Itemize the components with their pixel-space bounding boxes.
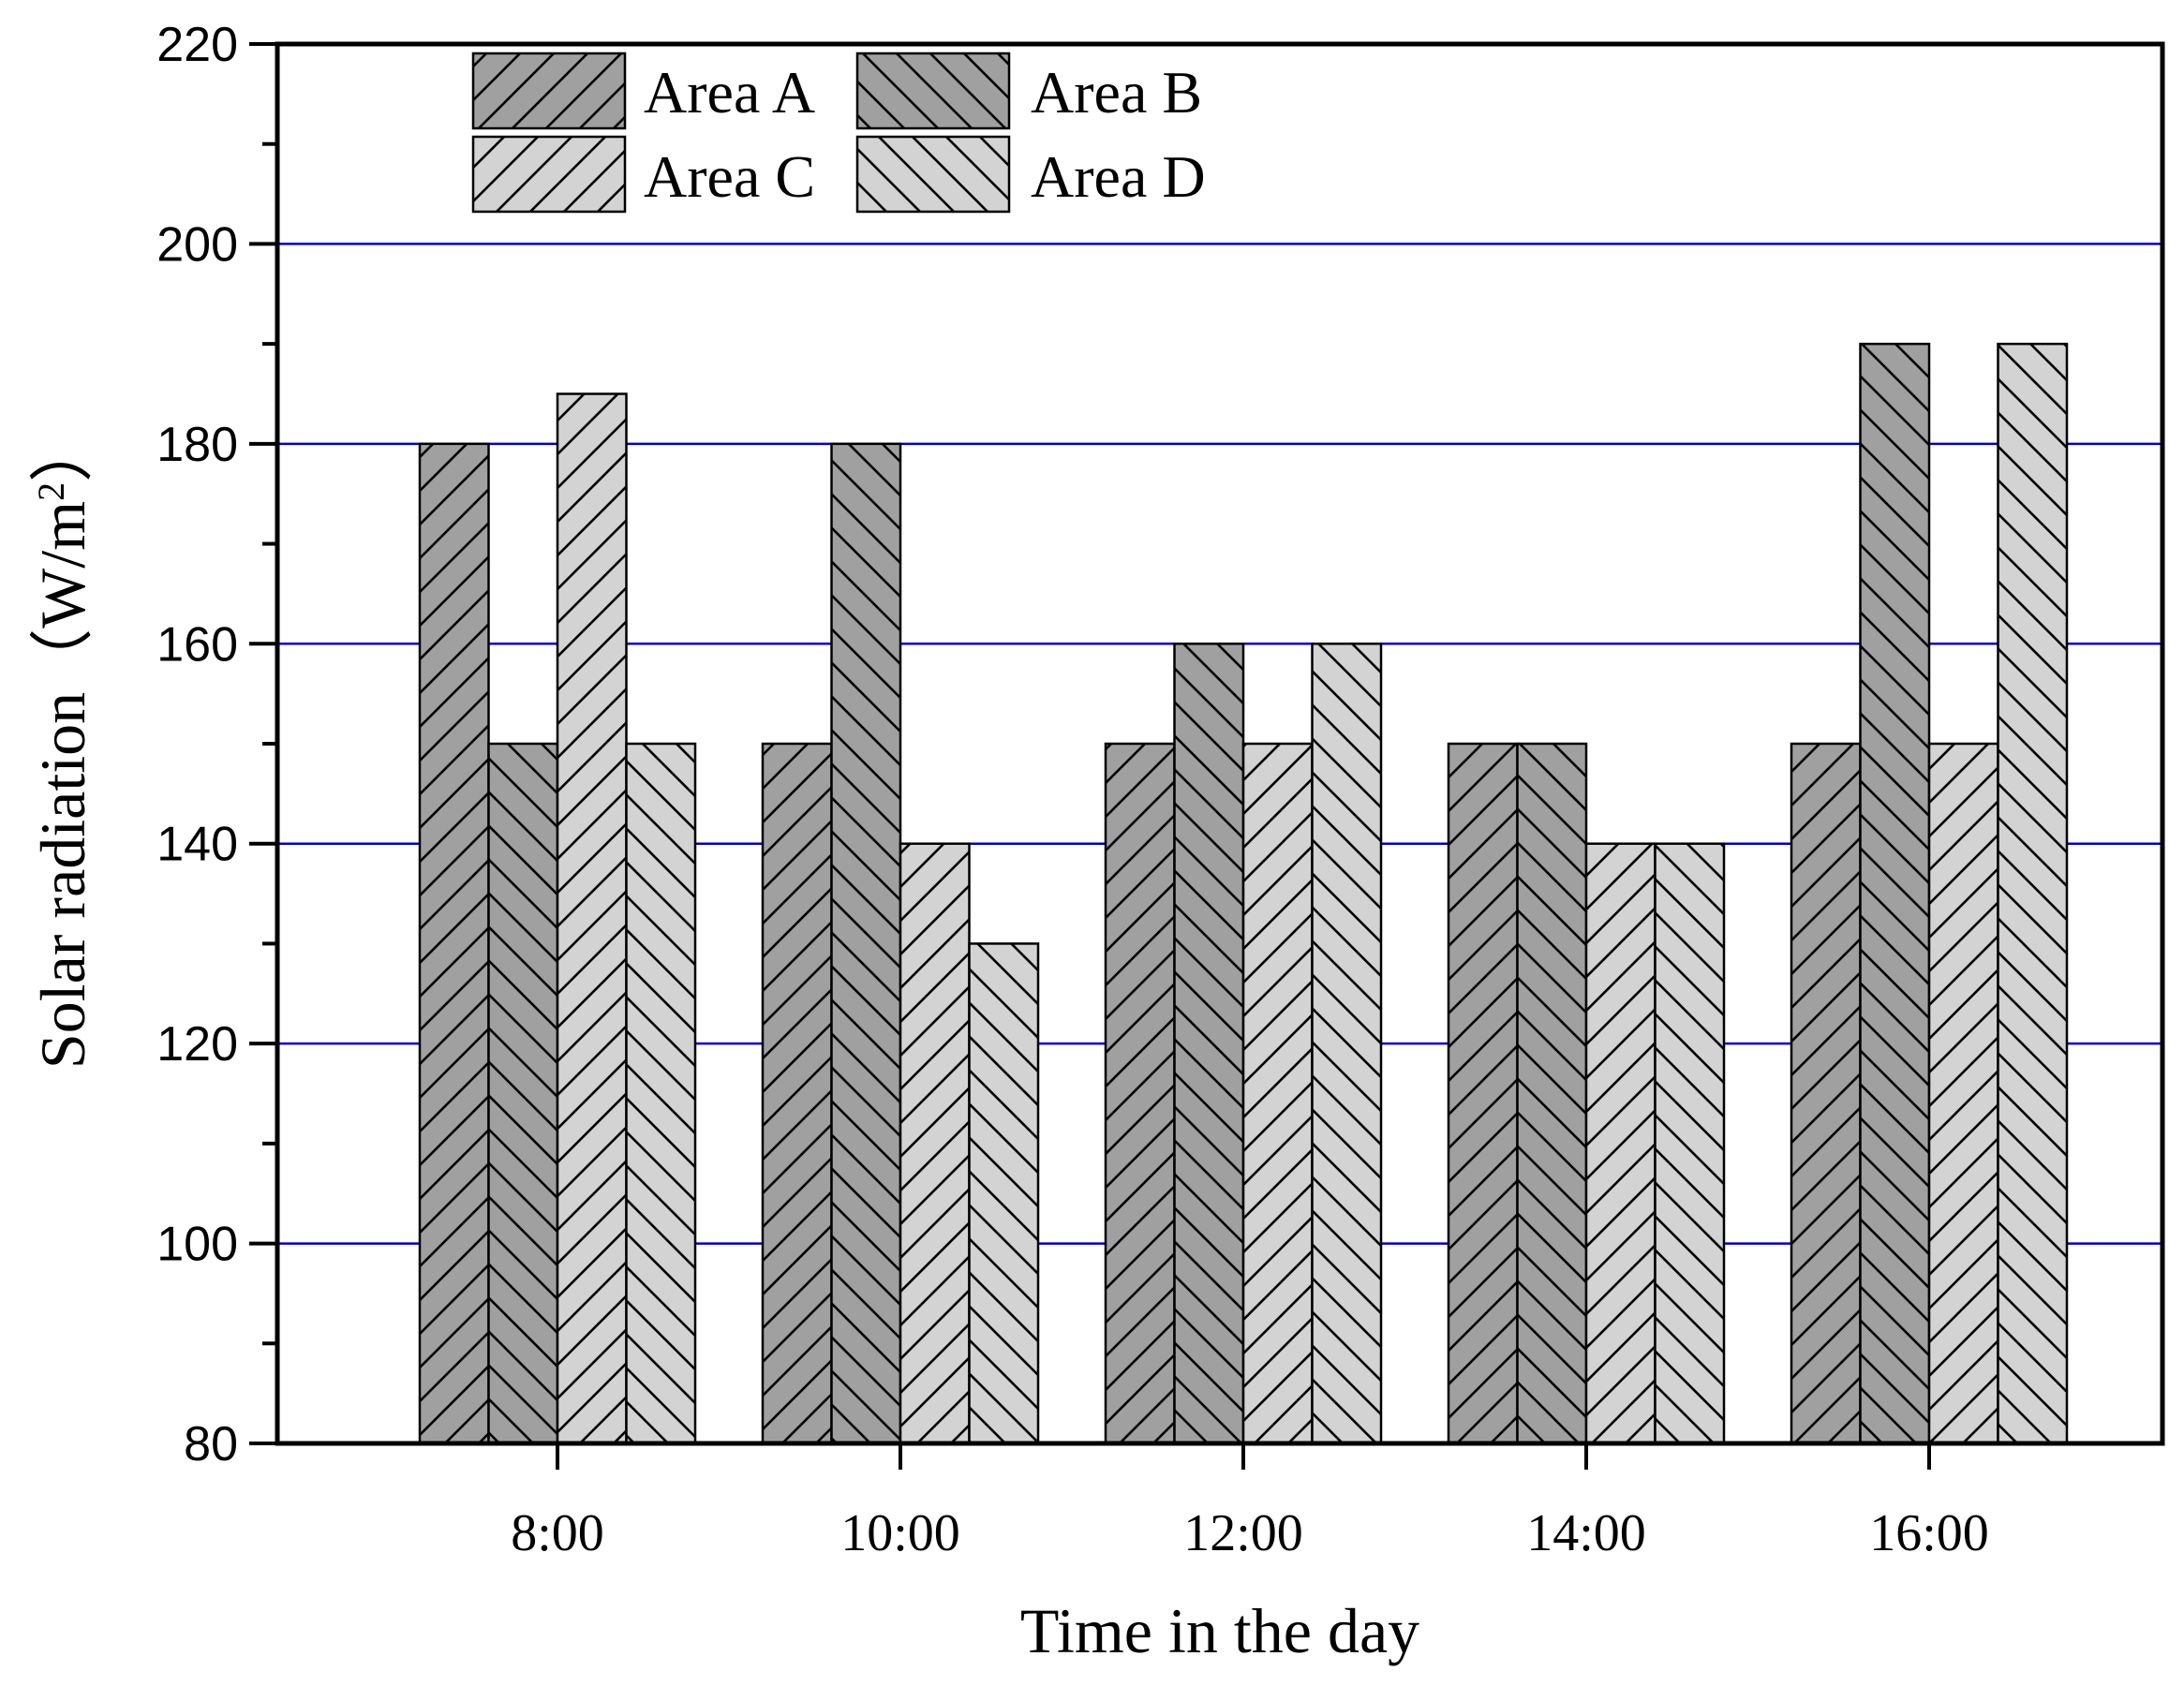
bar-hatch [487,742,559,1445]
x-axis-title: Time in the day [1020,1595,1419,1666]
legend-label: Area B [1031,59,1202,126]
y-axis: 80 100 120 140 160 180 200 220 [156,18,277,1472]
legend-label: Area C [644,143,815,210]
bar-4-1400 [1654,842,1726,1445]
bars [418,342,2069,1445]
bar-3-1400 [1584,842,1657,1445]
y-tick-label-7: 220 [156,18,238,72]
bar-4-800 [625,742,697,1445]
bar-hatch [1859,342,1931,1445]
bar-hatch [1311,643,1383,1445]
bar-2-1200 [1173,643,1245,1445]
bar-hatch [1997,342,2069,1445]
bar-hatch [1241,742,1314,1445]
y-axis-title-unit-open: （W/m [27,501,98,692]
bar-hatch [1927,742,1999,1445]
bar-2-1400 [1516,742,1588,1445]
y-tick-label-6: 200 [156,217,238,272]
bar-hatch [968,942,1040,1445]
bar-hatch [899,842,971,1445]
bar-hatch [830,442,902,1445]
x-tick-label-4: 16:00 [1869,1504,1989,1562]
bar-1-1200 [1104,742,1176,1445]
legend-swatch [471,52,627,130]
y-tick-label-0: 80 [184,1417,238,1472]
bar-2-1000 [830,442,902,1445]
y-tick-label-5: 180 [156,418,238,472]
legend-label: Area D [1031,143,1206,210]
legend-item-4: Area D [855,135,1206,214]
bar-1-1600 [1790,742,1862,1445]
bar-4-1600 [1997,342,2069,1445]
bar-2-800 [487,742,559,1445]
legend-swatch [855,135,1011,214]
bar-1-800 [418,442,490,1445]
y-axis-title-main: Solar radiation [27,692,98,1069]
legend-item-1: Area A [471,52,815,130]
bar-hatch [761,742,833,1445]
y-axis-title-unit-close: ） [27,419,98,482]
bar-hatch [1447,742,1519,1445]
x-tick-label-3: 14:00 [1526,1504,1646,1562]
bar-hatch [1173,643,1245,1445]
legend-label: Area A [644,59,815,126]
bar-1-1400 [1447,742,1519,1445]
bar-3-1200 [1241,742,1314,1445]
bar-1-1000 [761,742,833,1445]
bar-hatch [556,392,628,1445]
bar-3-1000 [899,842,971,1445]
x-tick-label-0: 8:00 [511,1504,604,1562]
bar-4-1000 [968,942,1040,1445]
bar-hatch [1104,742,1176,1445]
bar-hatch [1516,742,1588,1445]
x-tick-label-1: 10:00 [840,1504,960,1562]
bar-2-1600 [1859,342,1931,1445]
legend: Area A Area B Area C Area D [471,52,1206,214]
y-tick-label-2: 120 [156,1017,238,1072]
bar-hatch [418,442,490,1445]
y-tick-label-4: 160 [156,617,238,672]
y-tick-label-1: 100 [156,1218,238,1272]
bar-hatch [1584,842,1657,1445]
bar-hatch [625,742,697,1445]
y-axis-title-unit-sup: 2 [30,482,72,501]
bar-hatch [1790,742,1862,1445]
x-tick-label-2: 12:00 [1183,1504,1303,1562]
x-axis: 8:00 10:00 12:00 14:00 16:00 [511,1443,1989,1562]
legend-item-3: Area C [471,135,815,214]
legend-swatch [855,52,1011,130]
bar-3-1600 [1927,742,1999,1445]
legend-item-2: Area B [855,52,1202,130]
y-tick-label-3: 140 [156,818,238,872]
y-axis-title-group: Solar radiation（W/m2） [27,419,98,1069]
bar-4-1200 [1311,643,1383,1445]
bar-3-800 [556,392,628,1445]
legend-swatch [471,135,627,214]
bar-hatch [1654,842,1726,1445]
y-axis-title: Solar radiation（W/m2） [27,419,98,1069]
